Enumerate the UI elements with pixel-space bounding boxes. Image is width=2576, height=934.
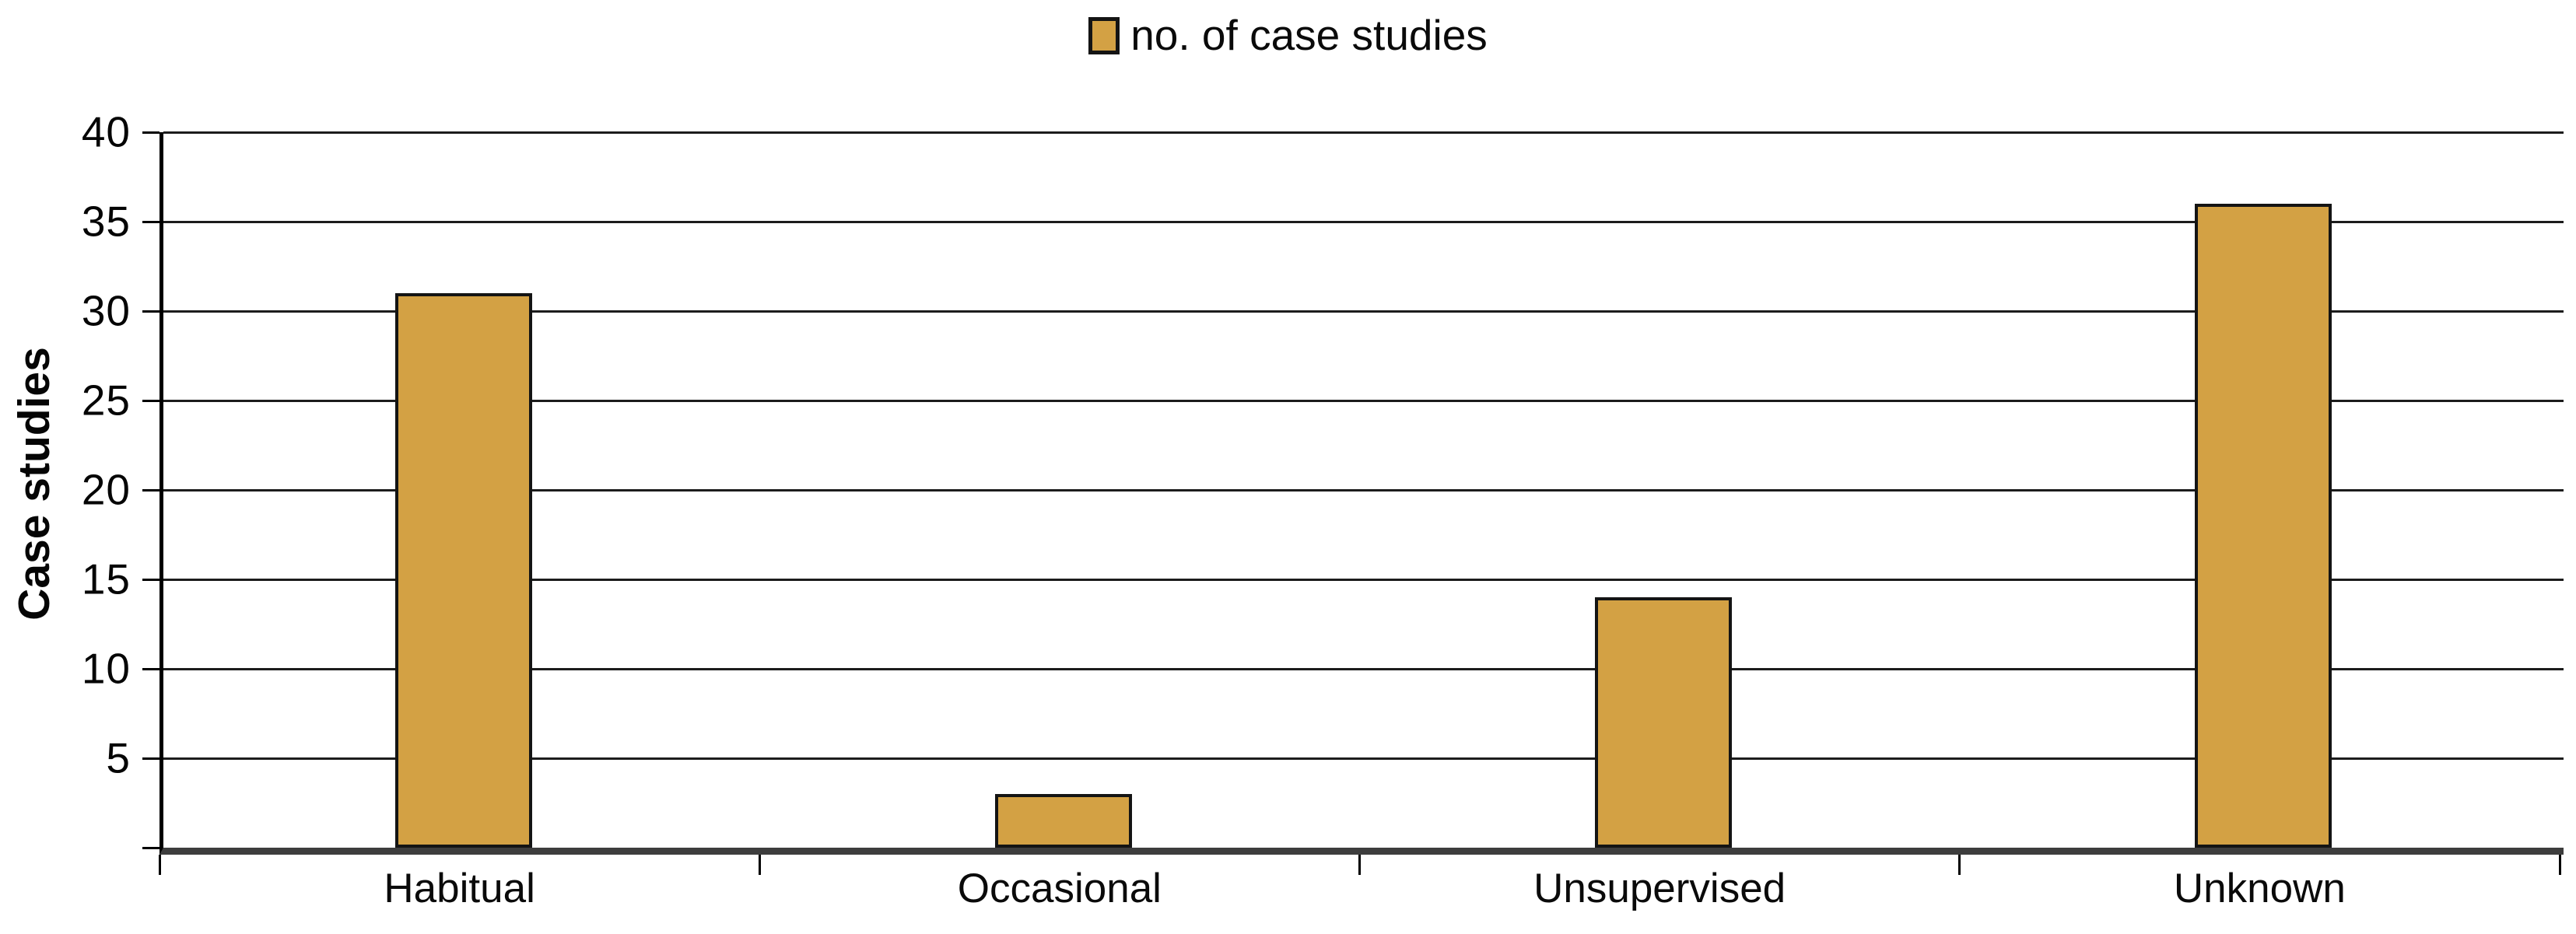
legend-label: no. of case studies <box>1130 11 1488 59</box>
gridline-y-5 <box>163 757 2564 760</box>
y-tick-mark-25 <box>142 399 159 402</box>
gridline-y-30 <box>163 310 2564 313</box>
legend-swatch <box>1088 16 1120 54</box>
gridline-y-20 <box>163 488 2564 491</box>
y-tick-mark-20 <box>142 488 159 491</box>
x-boundary-tick-1 <box>758 855 761 875</box>
x-label-unknown: Unknown <box>2173 866 2346 911</box>
y-tick-label-20: 20 <box>81 465 131 514</box>
y-tick-mark-0 <box>142 846 159 849</box>
legend: no. of case studies <box>0 14 2576 57</box>
bar-unknown <box>2195 204 2332 848</box>
gridline-y-40 <box>163 131 2564 134</box>
x-boundary-tick-3 <box>1958 855 1961 875</box>
y-tick-label-10: 10 <box>81 644 131 693</box>
y-tick-mark-30 <box>142 310 159 313</box>
gridline-y-10 <box>163 667 2564 670</box>
y-tick-label-35: 35 <box>81 197 131 246</box>
bar-occasional <box>994 794 1132 848</box>
y-tick-label-40: 40 <box>81 107 131 156</box>
y-tick-mark-10 <box>142 667 159 670</box>
y-tick-mark-40 <box>142 131 159 134</box>
x-label-habitual: Habitual <box>384 866 535 911</box>
y-tick-label-5: 5 <box>106 733 131 782</box>
y-tick-mark-15 <box>142 578 159 581</box>
x-boundary-tick-2 <box>1358 855 1361 875</box>
gridline-y-25 <box>163 399 2564 402</box>
y-tick-label-25: 25 <box>81 376 131 425</box>
y-tick-label-15: 15 <box>81 554 131 603</box>
bar-unsupervised <box>1595 597 1733 848</box>
gridline-y-15 <box>163 578 2564 581</box>
x-label-occasional: Occasional <box>957 866 1162 911</box>
x-boundary-tick-0 <box>158 855 161 875</box>
bar-habitual <box>394 293 532 848</box>
x-boundary-tick-4 <box>2558 855 2561 875</box>
plot-area <box>159 131 2564 855</box>
y-tick-mark-35 <box>142 220 159 223</box>
y-tick-mark-5 <box>142 757 159 760</box>
gridline-y-35 <box>163 220 2564 223</box>
x-label-unsupervised: Unsupervised <box>1533 866 1786 911</box>
y-tick-label-30: 30 <box>81 286 131 335</box>
